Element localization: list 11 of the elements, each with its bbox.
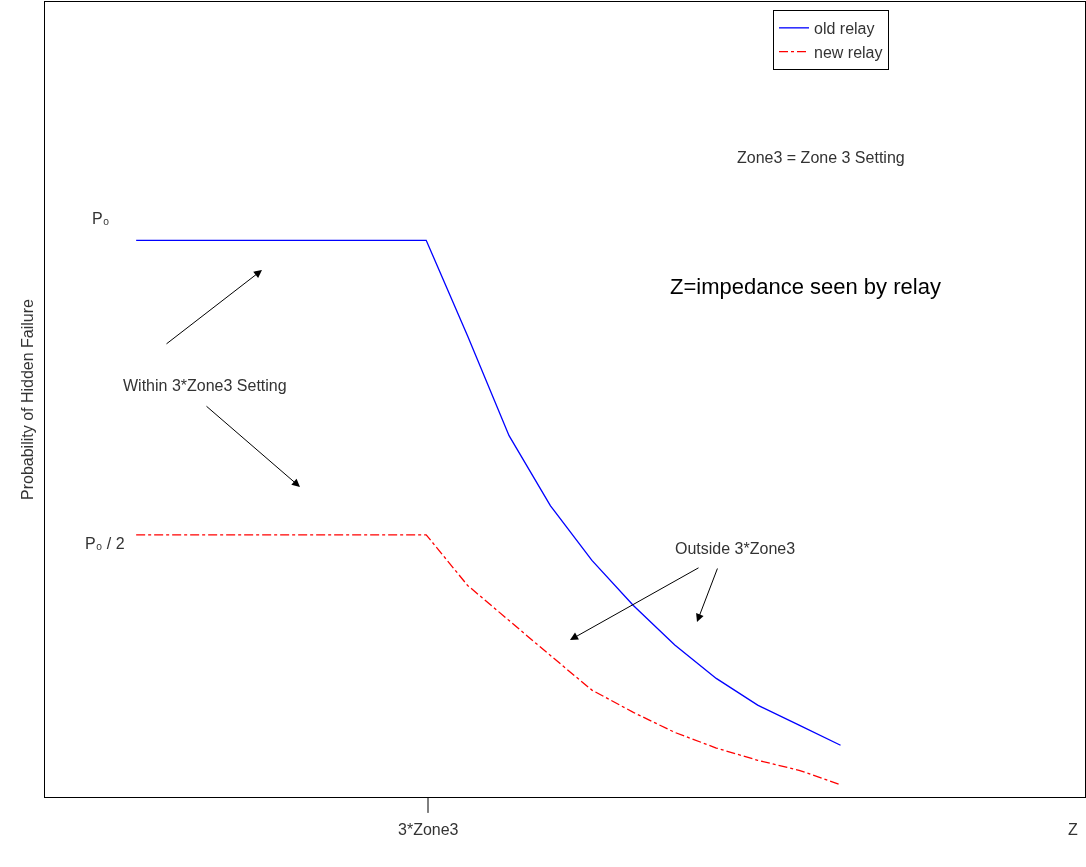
annotation: Outside 3*Zone3 bbox=[675, 540, 796, 557]
annotation: Within 3*Zone3 Setting bbox=[123, 377, 287, 394]
text: 3*Zone3 bbox=[398, 821, 459, 838]
annotation: Z=impedance seen by relay bbox=[670, 274, 941, 299]
text: Z bbox=[1068, 821, 1078, 838]
annotation: P₀ / 2 bbox=[85, 535, 125, 552]
legend-label: old relay bbox=[814, 20, 875, 38]
text: P₀ bbox=[92, 210, 110, 227]
legend-label: new relay bbox=[814, 43, 883, 61]
y-axis-title: Probability of Hidden Failure bbox=[18, 298, 36, 500]
text: Zone3 = Zone 3 Setting bbox=[737, 149, 905, 166]
